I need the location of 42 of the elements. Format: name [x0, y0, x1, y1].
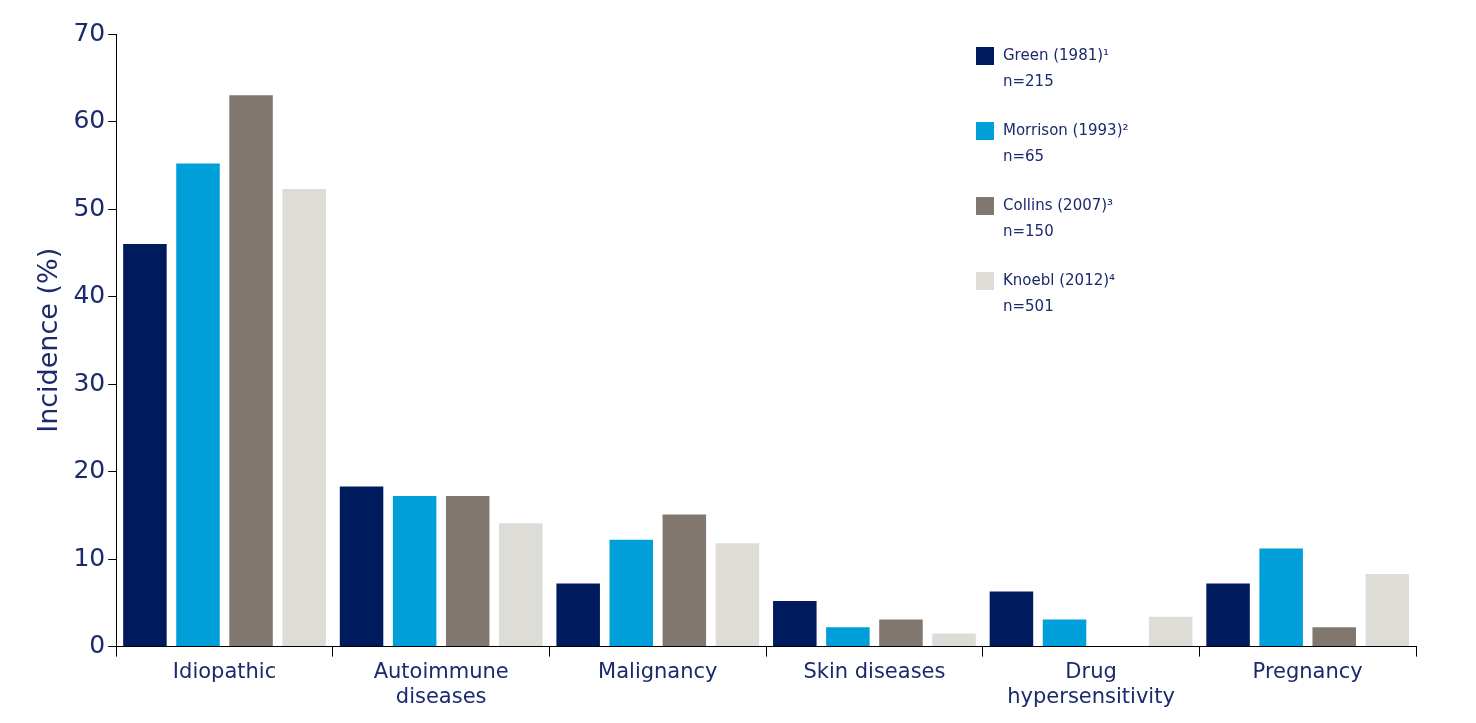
- bar: [556, 583, 600, 647]
- x-tick-label: Autoimmune diseases: [373, 658, 509, 708]
- bar: [499, 523, 543, 647]
- legend-label: Morrison (1993)² n=65: [1003, 120, 1129, 165]
- bar: [662, 514, 707, 647]
- legend-label: Green (1981)¹ n=215: [1003, 45, 1110, 90]
- y-tick-label: 30: [73, 367, 106, 397]
- legend-label: Collins (2007)³ n=150: [1003, 195, 1114, 240]
- y-tick-label: 0: [89, 630, 106, 660]
- bar: [1259, 548, 1303, 647]
- y-tick-label: 20: [73, 455, 106, 485]
- bar: [392, 496, 437, 647]
- bar: [282, 188, 326, 647]
- y-tick-label: 70: [73, 17, 106, 47]
- bar: [773, 601, 817, 647]
- x-tick-label: Skin diseases: [803, 658, 946, 683]
- x-tick-label: Malignancy: [598, 658, 718, 683]
- bar: [1148, 616, 1193, 647]
- x-tick-label: Pregnancy: [1252, 658, 1363, 683]
- bar: [123, 244, 167, 647]
- x-tick-label: Drug hypersensitivity: [1007, 658, 1175, 708]
- bar: [715, 543, 760, 647]
- bar: [989, 591, 1034, 647]
- bar: [445, 496, 490, 647]
- bar: [826, 627, 870, 647]
- bar: [176, 163, 220, 647]
- y-tick-label: 50: [73, 192, 106, 222]
- bar: [1042, 619, 1087, 647]
- y-axis-title: Incidence (%): [32, 247, 64, 433]
- bar: [1312, 627, 1356, 647]
- y-tick-label: 40: [73, 280, 106, 310]
- bar: [879, 619, 923, 647]
- bar: [339, 486, 384, 647]
- bar: [1206, 583, 1250, 647]
- legend-label: Knoebl (2012)⁴ n=501: [1003, 270, 1116, 315]
- x-tick-label: Idiopathic: [172, 658, 277, 683]
- bar: [932, 633, 976, 647]
- bar: [229, 95, 273, 647]
- bar: [609, 539, 654, 647]
- y-tick-label: 60: [73, 105, 106, 135]
- bar: [1365, 573, 1410, 647]
- y-tick-label: 10: [73, 542, 106, 572]
